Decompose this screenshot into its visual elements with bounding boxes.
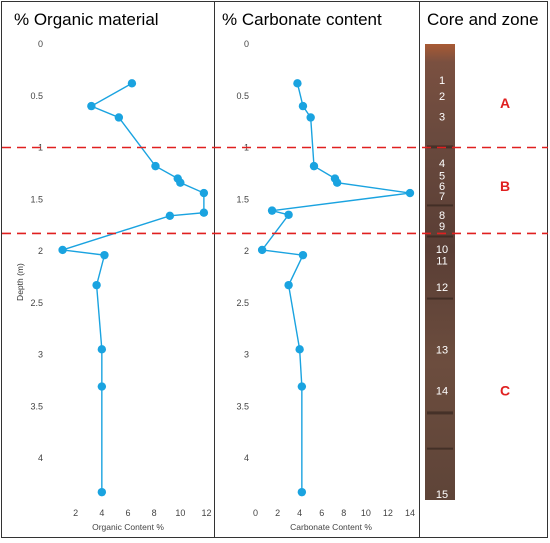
zone-label: A	[500, 95, 510, 111]
organic-x-tick-label: 6	[125, 508, 130, 518]
core-sample-number: 10	[436, 244, 448, 256]
carbonate-y-tick-label: 4	[244, 453, 249, 463]
organic-y-tick-label: 4	[38, 453, 43, 463]
carbonate-x-tick-label: 0	[253, 508, 258, 518]
organic-x-axis-title: Organic Content %	[92, 522, 164, 532]
organic-x-tick-label: 12	[201, 508, 211, 518]
core-sample-number: 8	[439, 210, 445, 222]
organic-y-tick-label: 2	[38, 246, 43, 256]
carbonate-data-point	[298, 250, 308, 260]
organic-data-point	[58, 245, 67, 255]
core-sample-number: 7	[439, 191, 445, 203]
organic-x-tick-label: 8	[152, 508, 157, 518]
core-panel-frame	[419, 1, 548, 538]
organic-data-point	[165, 211, 175, 221]
organic-y-tick-label: 0.5	[30, 91, 43, 101]
organic-x-tick-label: 10	[175, 508, 185, 518]
carbonate-x-tick-label: 12	[383, 508, 393, 518]
carbonate-data-point	[405, 188, 415, 198]
organic-data-point	[97, 345, 107, 354]
carbonate-data-point	[298, 101, 308, 111]
organic-data-point	[87, 101, 96, 111]
organic-data-point	[199, 208, 209, 217]
core-sample-number: 6	[439, 181, 445, 193]
carbonate-x-tick-label: 6	[319, 508, 324, 518]
core-sample-number: 3	[439, 111, 445, 123]
core-band	[427, 204, 453, 207]
carbonate-data-point	[267, 206, 277, 215]
core-band	[427, 297, 453, 300]
core-sample-number: 13	[436, 344, 448, 356]
organic-y-axis-title: Depth (m)	[15, 263, 25, 301]
organic-y-tick-label: 2.5	[30, 298, 43, 308]
carbonate-data-point	[284, 210, 293, 219]
carbonate-y-tick-label: 2.5	[236, 298, 249, 308]
organic-x-tick-label: 2	[73, 508, 78, 518]
core-band	[427, 235, 453, 238]
core-sample-number: 14	[436, 386, 448, 398]
carbonate-data-point	[293, 79, 302, 88]
core-band	[427, 447, 453, 450]
organic-y-tick-label: 1.5	[30, 194, 43, 204]
core-sample-number: 15	[436, 489, 448, 501]
carbonate-data-point	[297, 487, 307, 497]
organic-data-point	[92, 280, 101, 290]
carbonate-x-tick-label: 4	[297, 508, 302, 518]
carbonate-y-tick-label: 0.5	[236, 91, 249, 101]
carbonate-data-point	[306, 113, 315, 122]
organic-y-tick-label: 0	[38, 39, 43, 49]
core-sample-number: 9	[439, 221, 445, 233]
core-panel-title: Core and zone	[427, 10, 539, 29]
carbonate-data-point	[309, 161, 319, 171]
organic-x-tick-label: 4	[99, 508, 104, 518]
organic-data-point	[100, 250, 109, 260]
carbonate-x-tick-label: 14	[405, 508, 415, 518]
organic-panel-title: % Organic material	[14, 10, 159, 29]
carbonate-panel-title: % Carbonate content	[222, 10, 382, 29]
zone-label: B	[500, 178, 510, 194]
carbonate-data-point	[284, 280, 293, 290]
organic-data-point	[151, 161, 160, 171]
organic-series-line	[62, 82, 205, 493]
core-band	[427, 411, 453, 415]
organic-y-tick-label: 3.5	[30, 401, 43, 411]
carbonate-x-tick-label: 10	[361, 508, 371, 518]
carbonate-series-line	[260, 83, 411, 493]
carbonate-data-point	[295, 345, 304, 354]
carbonate-y-tick-label: 1.5	[236, 194, 249, 204]
carbonate-x-axis-title: Carbonate Content %	[290, 522, 372, 532]
zone-label: C	[500, 383, 510, 399]
organic-data-point	[114, 113, 124, 122]
sediment-core-image	[425, 44, 455, 500]
carbonate-data-point	[257, 245, 267, 255]
carbonate-x-tick-label: 8	[341, 508, 346, 518]
core-sample-number: 12	[436, 282, 448, 294]
organic-data-point	[176, 178, 185, 187]
carbonate-y-tick-label: 3.5	[236, 401, 249, 411]
organic-y-tick-label: 3	[38, 350, 43, 360]
organic-data-point	[97, 382, 107, 391]
core-sample-number: 4	[439, 158, 445, 170]
carbonate-y-tick-label: 0	[244, 39, 249, 49]
organic-data-point	[127, 79, 137, 88]
core-sample-number: 2	[439, 91, 445, 103]
carbonate-y-tick-label: 3	[244, 350, 249, 360]
carbonate-y-tick-label: 2	[244, 246, 249, 256]
carbonate-x-tick-label: 2	[275, 508, 280, 518]
core-sample-number: 11	[436, 255, 447, 267]
core-sample-number: 5	[439, 170, 445, 182]
organic-data-point	[199, 188, 209, 198]
core-sample-number: 1	[439, 75, 445, 87]
organic-data-point	[97, 487, 107, 497]
carbonate-data-point	[332, 178, 342, 187]
carbonate-data-point	[297, 382, 307, 391]
